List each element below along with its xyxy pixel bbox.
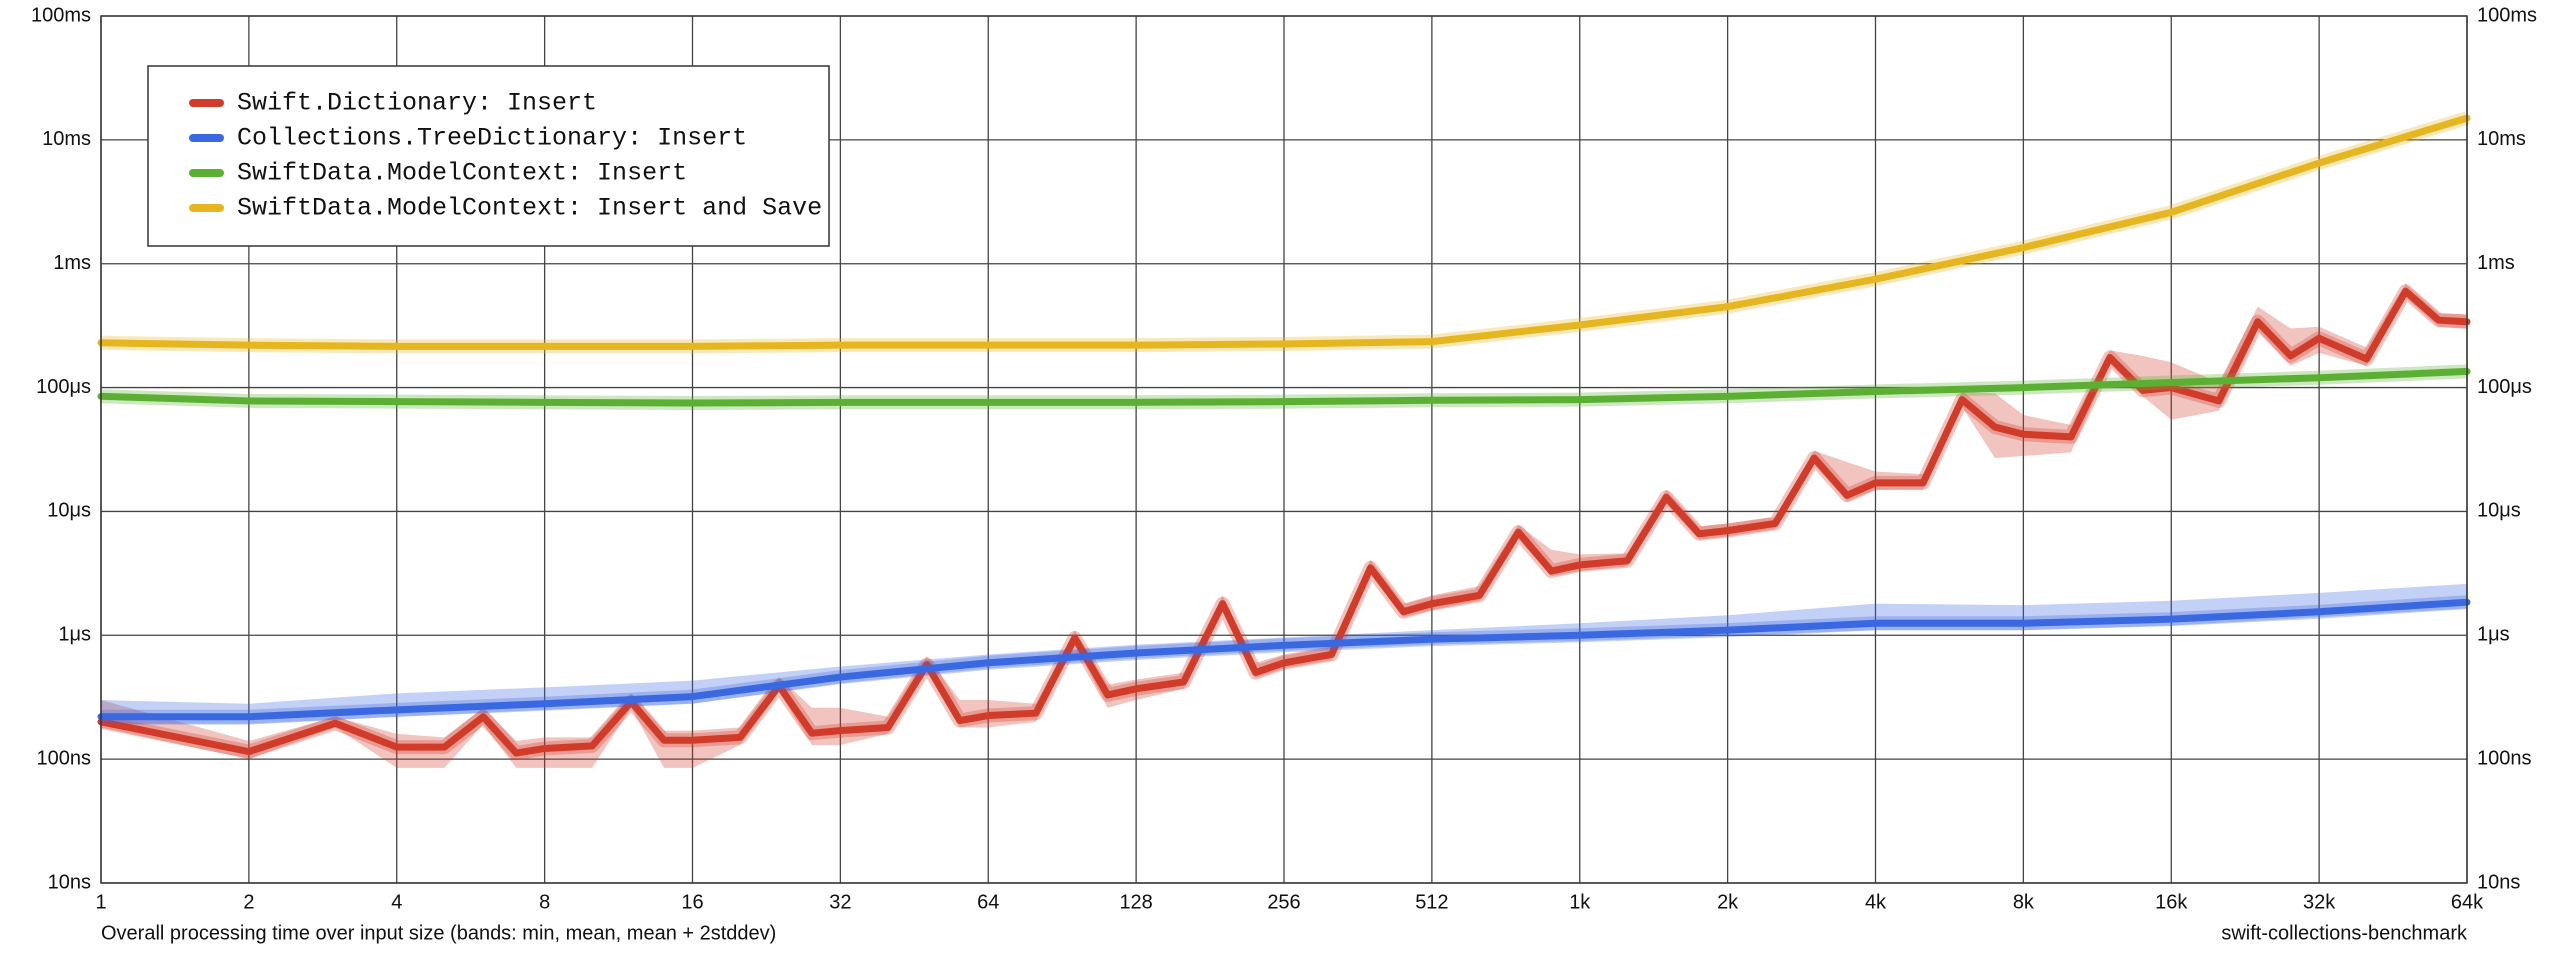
subtitle: Overall processing time over input size … — [101, 922, 776, 944]
legend-label: Collections.TreeDictionary: Insert — [237, 124, 747, 153]
band — [101, 583, 2467, 725]
x-tick-label: 64 — [977, 891, 999, 913]
y2-tick-label: 100ns — [2477, 747, 2532, 769]
x-tick-label: 32k — [2303, 891, 2336, 913]
y2-tick-label: 10μs — [2477, 500, 2521, 522]
axes: 1 2 4 8 16 32 64 128 256 512 1k 2k 4k 8k 16k 32k 64k10ns… — [31, 4, 2537, 913]
legend-label: SwiftData.ModelContext: Insert and Save — [237, 194, 822, 223]
y-tick-label: 100μs — [36, 376, 91, 398]
x-tick-label: 32 — [829, 891, 851, 913]
x-tick-label: 16k — [2155, 891, 2188, 913]
legend: Swift.Dictionary: Insert Collections.Tree… — [147, 65, 830, 247]
series-line — [97, 367, 2471, 407]
y2-tick-label: 10ns — [2477, 871, 2520, 893]
y2-tick-label: 1ms — [2477, 252, 2515, 274]
y-tick-label: 100ns — [37, 747, 92, 769]
x-tick-label: 8 — [539, 891, 550, 913]
y2-tick-label: 100μs — [2477, 376, 2532, 398]
x-tick-label: 2 — [243, 891, 254, 913]
y2-tick-label: 100ms — [2477, 4, 2537, 26]
y2-tick-label: 1μs — [2477, 624, 2510, 646]
legend-label: SwiftData.ModelContext: Insert — [237, 159, 687, 188]
y-tick-label: 10μs — [47, 500, 91, 522]
x-tick-label: 4k — [1865, 891, 1887, 913]
band — [101, 283, 2467, 768]
legend-box — [147, 65, 830, 247]
annotation: swift-collections-benchmark — [2221, 922, 2468, 944]
x-tick-label: 512 — [1415, 891, 1448, 913]
x-tick-label: 64k — [2451, 891, 2484, 913]
x-tick-label: 8k — [2013, 891, 2035, 913]
y-tick-label: 100ms — [31, 4, 91, 26]
y-tick-label: 10ms — [42, 128, 91, 150]
series-line — [97, 598, 2471, 721]
y-tick-label: 1ms — [53, 252, 91, 274]
y2-tick-label: 10ms — [2477, 128, 2526, 150]
series-line — [97, 114, 2471, 350]
x-tick-label: 4 — [391, 891, 402, 913]
series-line — [97, 287, 2471, 757]
x-tick-label: 256 — [1267, 891, 1300, 913]
x-tick-label: 1k — [1569, 891, 1591, 913]
y-tick-label: 1μs — [58, 624, 91, 646]
x-tick-label: 16 — [681, 891, 703, 913]
plot-frame — [100, 15, 2468, 884]
y-tick-label: 10ns — [48, 871, 91, 893]
x-tick-label: 128 — [1119, 891, 1152, 913]
x-tick-label: 2k — [1717, 891, 1739, 913]
legend-label: Swift.Dictionary: Insert — [237, 89, 597, 118]
bands — [101, 283, 2467, 768]
lines — [97, 111, 2471, 761]
x-tick-label: 1 — [95, 891, 106, 913]
